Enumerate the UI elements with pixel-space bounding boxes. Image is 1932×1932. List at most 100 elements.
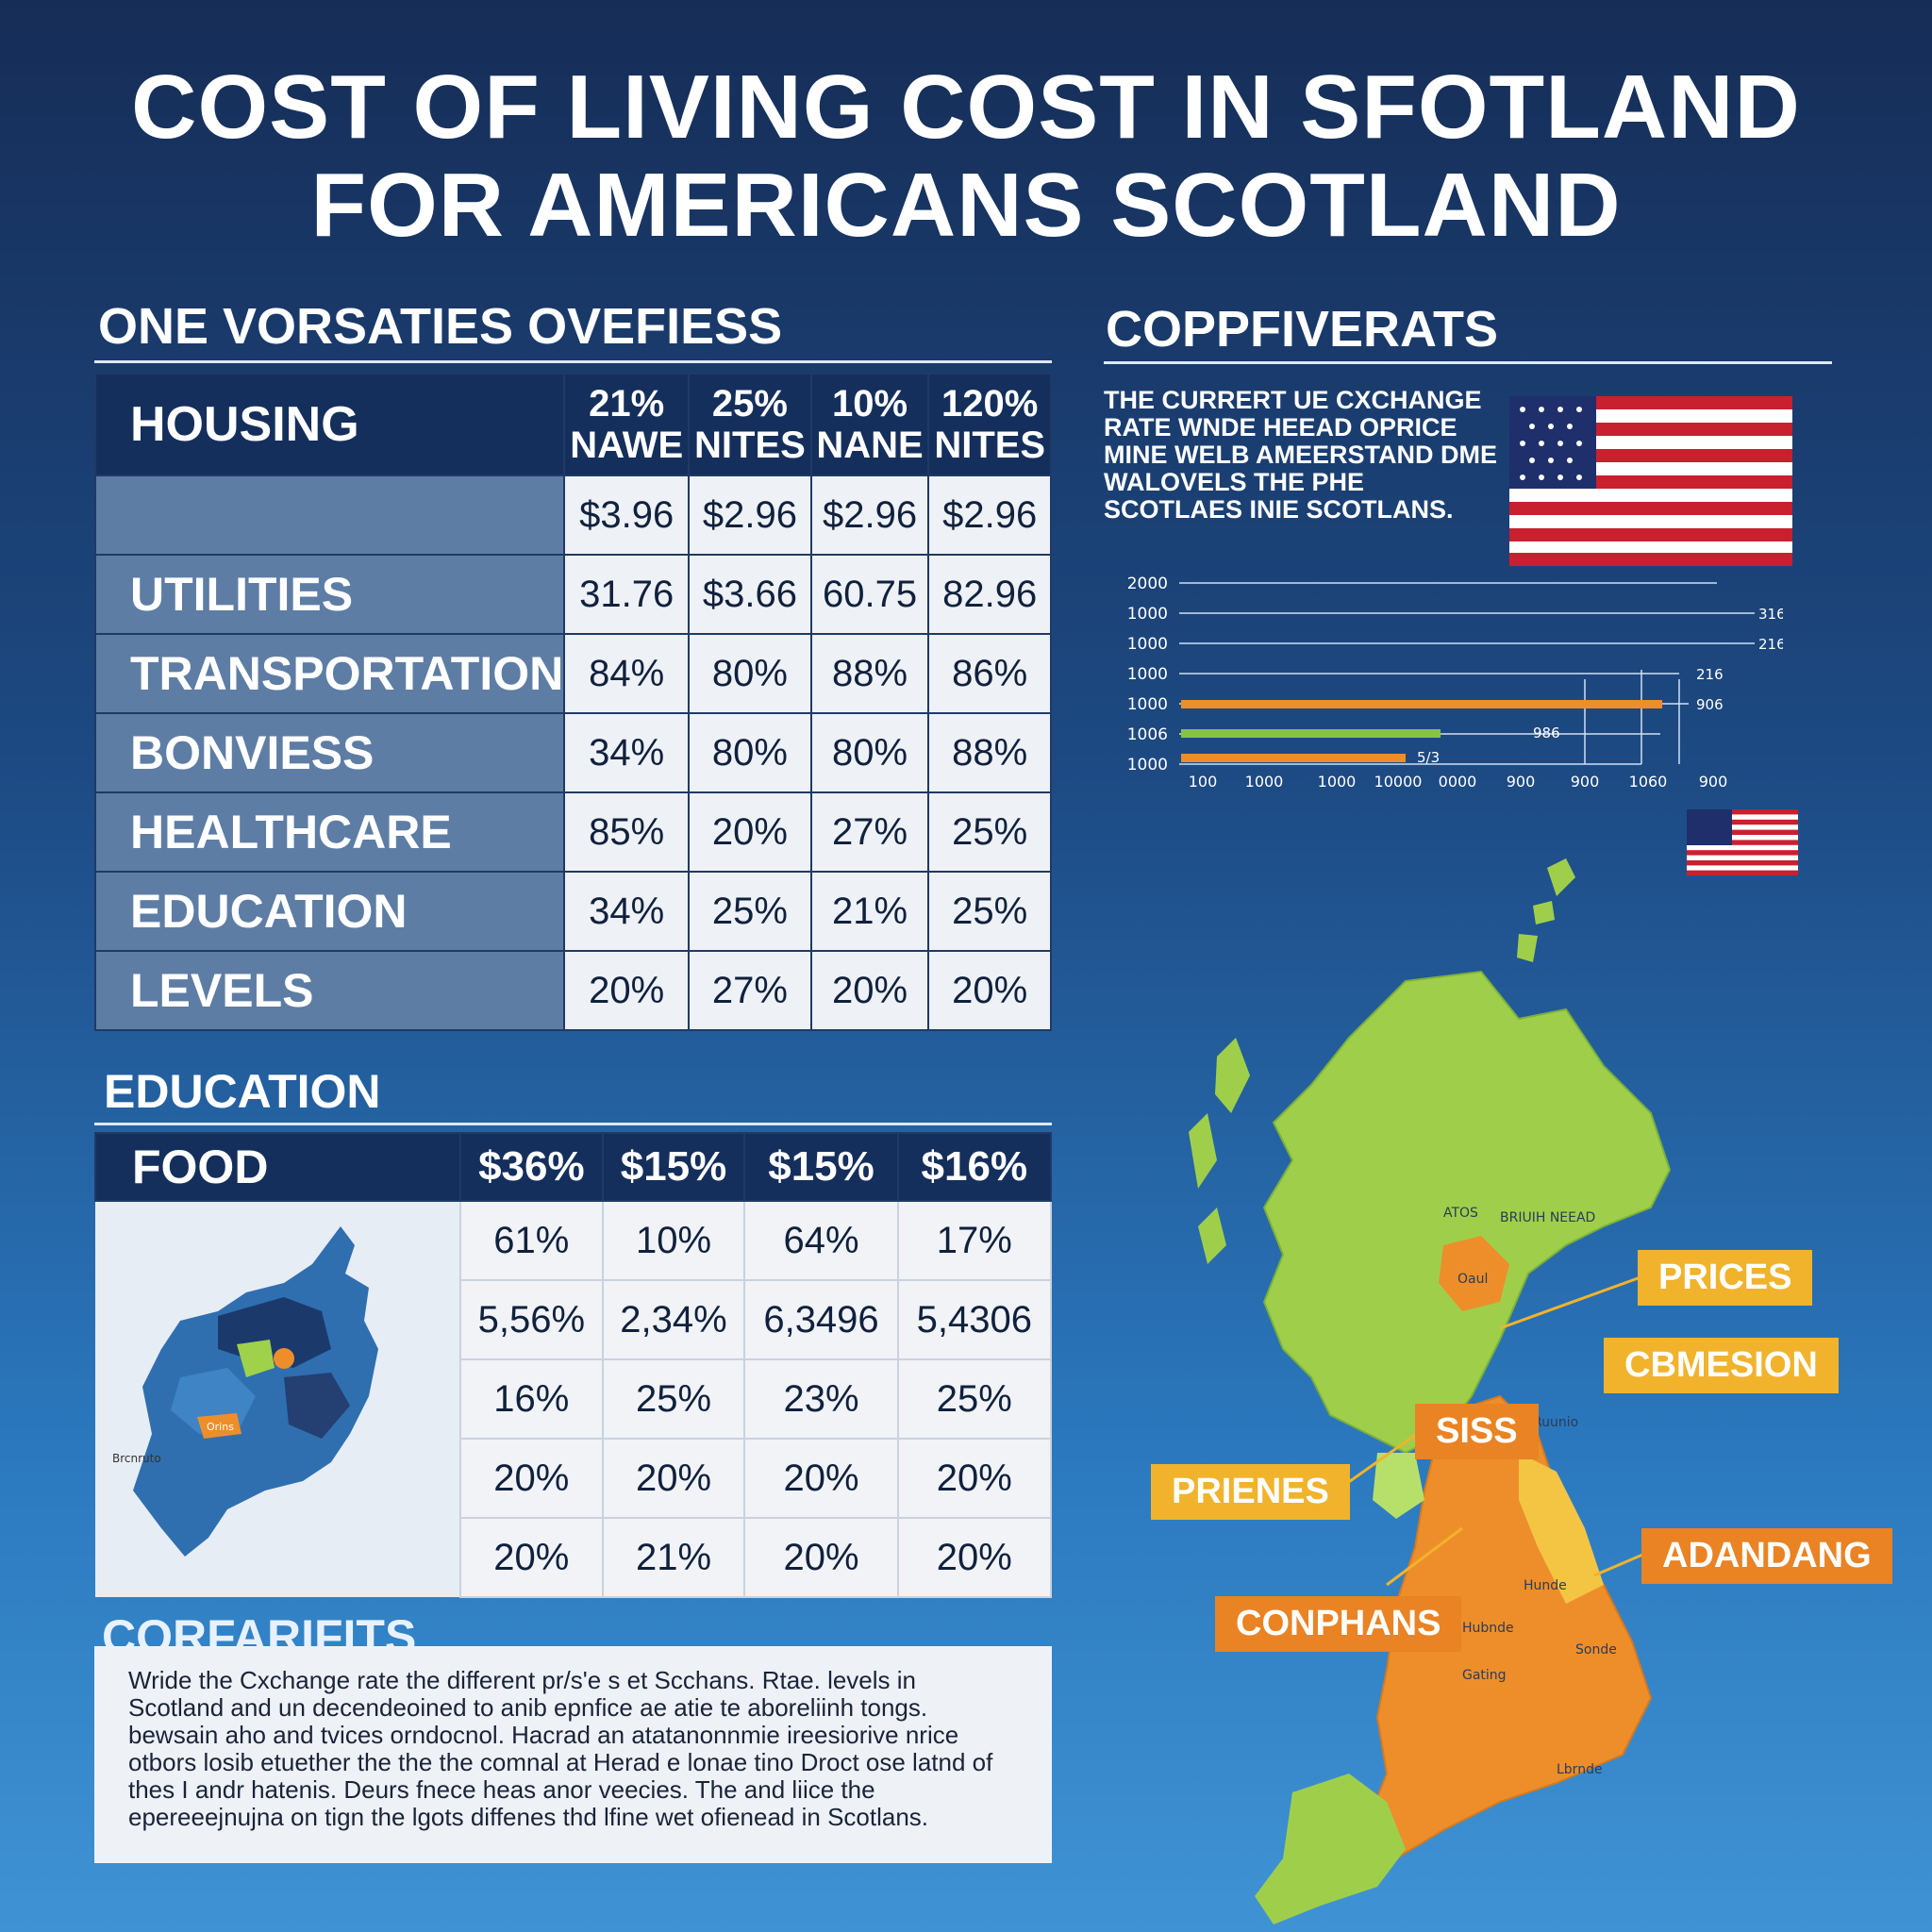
chart-value-label: 906 <box>1696 696 1724 713</box>
table-cell: 80% <box>809 712 930 793</box>
section1-rule <box>94 360 1052 363</box>
map-region-label: Ruunio <box>1533 1415 1578 1430</box>
table-cell: 25% <box>688 871 812 952</box>
map-island <box>1533 901 1555 924</box>
map-green-pocket <box>1373 1453 1424 1519</box>
row-label: UTILITIES <box>93 554 566 635</box>
table-row: EDUCATION 34% 25% 21% 25% <box>93 871 1052 952</box>
col-header-line2: NANE <box>816 425 924 466</box>
title-line-1: COST OF LIVING COST IN SFOTLAND <box>131 57 1801 158</box>
table-cell: 10% <box>601 1200 746 1281</box>
table-cell: 88% <box>927 712 1052 793</box>
table-row: Orins Brcnruto 61% 10% 64% 17% <box>95 1200 1053 1597</box>
table-cell: 80% <box>688 712 812 793</box>
table-cell: 5,56% <box>459 1279 604 1360</box>
table-cell: 60.75 <box>809 554 930 635</box>
table-cell: 20% <box>809 950 930 1031</box>
map-island <box>1215 1038 1250 1113</box>
table-cell: 20% <box>743 1438 899 1519</box>
food-table-header-label: FOOD <box>94 1132 461 1202</box>
col-header-line1: 25% <box>711 383 788 425</box>
chart-x-label: 100 <box>1189 773 1218 791</box>
col-header-line1: 21% <box>589 383 665 425</box>
callout-leader <box>1499 1272 1652 1330</box>
food-col-header: $15% <box>601 1132 746 1202</box>
chart-x-label: 1060 <box>1629 773 1668 791</box>
chart-x-label: 900 <box>1571 773 1600 791</box>
table-cell: 61% <box>459 1200 604 1281</box>
us-map-region-dark2 <box>284 1372 350 1439</box>
food-col-header: $36% <box>459 1132 604 1202</box>
table-cell: 25% <box>601 1358 746 1440</box>
table-cell: 27% <box>688 950 812 1031</box>
food-col-header: $15% <box>743 1132 899 1202</box>
title-line-2: FOR AMERICANS SCOTLAND <box>310 155 1622 256</box>
table-cell: 88% <box>809 633 930 714</box>
table-cell: 31.76 <box>563 554 691 635</box>
table-cell: 20% <box>688 791 812 873</box>
cost-table-col-header: 120% NITES <box>927 373 1052 476</box>
table-cell: 2,34% <box>601 1279 746 1360</box>
bar-green <box>1181 729 1441 738</box>
table-cell: 20% <box>743 1517 899 1598</box>
us-map-region-orange <box>197 1412 242 1439</box>
table-cell: $2.96 <box>688 475 812 556</box>
bar-orange-short <box>1181 754 1406 762</box>
map-island <box>1189 1113 1217 1189</box>
col-header-line2: NITES <box>694 425 806 466</box>
chart-x-label: 900 <box>1507 773 1536 791</box>
table-cell: 20% <box>927 950 1052 1031</box>
chart-x-label: 0000 <box>1439 773 1477 791</box>
table-cell: 85% <box>563 791 691 873</box>
table-cell: 20% <box>459 1438 604 1519</box>
table-cell: 20% <box>896 1438 1053 1519</box>
bar-orange <box>1181 700 1662 708</box>
section2-heading: EDUCATION <box>104 1065 381 1118</box>
map-region-label: Gating <box>1462 1668 1507 1683</box>
map-label-orins: Orins <box>207 1421 234 1433</box>
col-header-line2: NAWE <box>570 425 684 466</box>
chart-y-label: 1006 <box>1127 725 1168 744</box>
table-row: 20% 20% 20% 20% <box>95 1438 1053 1519</box>
table-cell: 17% <box>896 1200 1053 1281</box>
table-cell: 25% <box>896 1358 1053 1440</box>
callout-conphans: CONPHANS <box>1215 1596 1462 1652</box>
table-row: LEVELS 20% 27% 20% 20% <box>93 950 1052 1031</box>
table-cell: 25% <box>927 791 1052 873</box>
row-label: HEALTHCARE <box>93 791 566 873</box>
chart-x-label: 900 <box>1699 773 1728 791</box>
callout-prices: PRICES <box>1638 1250 1813 1306</box>
chart-y-label: 1000 <box>1127 635 1168 654</box>
chart-value-label: 986 <box>1533 724 1560 741</box>
map-region-label: BRIUIH NEEAD <box>1500 1210 1595 1225</box>
food-table-wrap: FOOD $36% $15% $15% $16% Orins Brcnruto <box>94 1132 1053 1598</box>
chart-value-label: 316 <box>1758 606 1783 623</box>
table-cell: 80% <box>688 633 812 714</box>
callout-cbmesion: CBMESION <box>1604 1338 1839 1393</box>
callout-adandang: ADANDANG <box>1641 1528 1892 1584</box>
chart-y-label: 1000 <box>1127 605 1168 624</box>
map-island <box>1198 1208 1226 1264</box>
table-row: TRANSPORTATION 84% 80% 88% 86% <box>93 633 1052 714</box>
map-region-yellow <box>1519 1453 1604 1604</box>
table-cell: 6,3496 <box>743 1279 899 1360</box>
us-map-image: Orins Brcnruto <box>112 1225 378 1557</box>
table-cell: 20% <box>601 1438 746 1519</box>
notes-box: Wride the Cxchange rate the different pr… <box>94 1646 1052 1863</box>
table-cell: $2.96 <box>809 475 930 556</box>
map-scotland <box>1262 970 1672 1455</box>
map-southwest <box>1255 1774 1406 1924</box>
table-cell: 25% <box>927 871 1052 952</box>
table-cell: $3.96 <box>563 475 691 556</box>
table-cell: 16% <box>459 1358 604 1440</box>
table-cell: 82.96 <box>927 554 1052 635</box>
table-row: 20% 21% 20% 20% <box>95 1517 1053 1598</box>
table-cell: 84% <box>563 633 691 714</box>
table-cell: 20% <box>459 1517 604 1598</box>
table-row: UTILITIES 31.76 $3.66 60.75 82.96 <box>93 554 1052 635</box>
table-cell: 86% <box>927 633 1052 714</box>
col-header-line2: NITES <box>934 425 1046 466</box>
map-label-brcnruto: Brcnruto <box>112 1452 161 1465</box>
us-map-outline <box>133 1225 378 1557</box>
table-cell: $3.66 <box>688 554 812 635</box>
